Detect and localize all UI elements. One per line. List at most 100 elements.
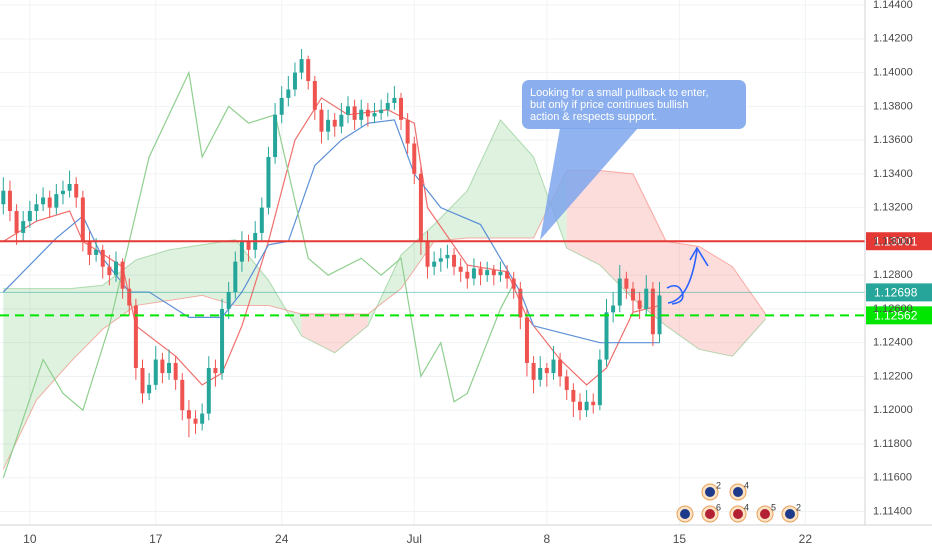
candle-body [564,376,569,390]
candle-body [87,241,92,255]
event-flag [760,509,770,519]
candle-body [611,305,616,313]
candle-body [577,401,582,411]
cloud-segment [102,259,136,330]
candle-body [273,114,278,157]
candle-body [385,102,390,110]
candle-body [14,211,19,233]
x-tick-label: 24 [275,532,289,546]
y-tick-label: 1.12200 [873,370,913,382]
cloud [2,118,766,470]
y-tick-label: 1.13600 [873,134,913,146]
annotation-line: Looking for a small pullback to enter, [530,87,709,99]
cloud-edge [2,169,766,470]
candle-body [94,249,99,255]
indicator-line [2,70,515,478]
cloud-segment [268,280,302,336]
candle-body [153,359,158,385]
event-flag [705,487,715,497]
cloud-segment [500,119,534,239]
candle-body [147,384,152,394]
candle-body [405,119,410,144]
candle-body [47,197,52,208]
candle-body [524,317,529,363]
candle-body [365,109,370,117]
event-flag [680,509,690,519]
candle-body [465,271,470,279]
price-label: 1.12698 [874,286,918,300]
candle-body [41,197,46,205]
candle-body [34,204,39,212]
arrow-head [689,246,709,267]
cloud-segment [202,239,236,306]
y-tick-label: 1.14200 [873,33,913,45]
event-count: 4 [744,480,749,490]
candle-body [644,288,649,309]
y-tick-label: 1.13800 [873,100,913,112]
y-tick-label: 1.13000 [873,235,913,247]
candle-body [299,59,304,73]
event-flag [733,487,743,497]
candle-body [74,184,79,198]
x-tick-label: 10 [23,532,37,546]
y-tick-label: 1.13200 [873,202,913,214]
candle-body [372,113,377,117]
cloud-segment [699,246,733,357]
y-tick-label: 1.14400 [873,0,913,11]
candle-body [60,190,65,195]
candle-body [345,106,350,115]
annotation-line: action & respects support. [530,111,657,123]
annotation: Looking for a small pullback to enter, b… [522,80,746,240]
y-tick-label: 1.11400 [873,505,912,517]
levels: 1.13001 1.12698 1.12562 [0,232,932,325]
ticks: 1.11400 1.11600 1.11800 1.12000 1.12200 1.124… [23,0,913,546]
candle-body [359,109,364,120]
drawings [666,246,709,305]
drawn-arrow [667,249,698,304]
candle-body [319,109,324,132]
x-tick-label: Jul [407,532,422,546]
candle-body [650,288,655,335]
cloud-segment [467,119,501,239]
candle-body [107,266,112,276]
candle-body [538,368,543,380]
candle-body [631,288,636,301]
y-tick-label: 1.12800 [873,269,913,281]
candle-body [120,261,125,289]
y-tick-label: 1.12600 [873,303,913,315]
candle-body [452,254,457,267]
annotation-box [522,80,746,129]
event-count: 2 [796,502,801,512]
candle-body [445,254,450,259]
candle-body [160,359,165,374]
candle-body [233,261,238,293]
candle-body [491,270,496,276]
candle-body [213,368,218,374]
candle-body [193,418,198,424]
candle-body [425,241,430,267]
candle-body [7,190,12,212]
candle-body [432,261,437,267]
annotation-line: but only if price continues bullish [530,99,688,111]
candle-body [511,278,516,289]
cloud-segment [69,285,103,363]
candle-body [478,268,483,276]
candle-body [339,114,344,127]
cloud-segment [36,288,70,401]
events: 2 4 6 4 5 2 [676,480,801,523]
candle-body [551,359,556,374]
candle-body [498,271,503,276]
x-tick-label: 8 [543,532,550,546]
x-tick-label: 15 [673,532,687,546]
y-tick-label: 1.11600 [873,472,912,484]
candle-body [412,143,417,174]
candle-body [312,81,317,110]
price-label-box [866,283,932,302]
event-count: 5 [771,502,776,512]
candle-body [597,359,602,406]
cloud-segment [301,313,335,353]
candle-body [100,249,105,267]
candle-body [637,300,642,309]
candle-body [379,109,384,114]
